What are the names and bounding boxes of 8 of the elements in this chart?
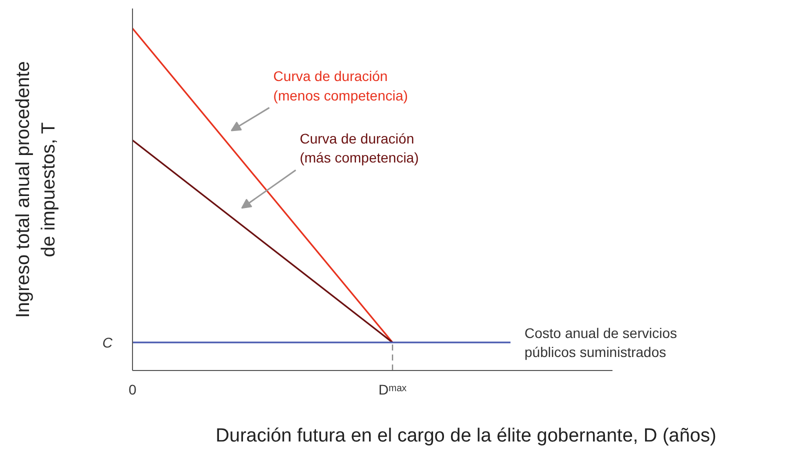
x-axis-title: Duración futura en el cargo de la élite gobernante, D (años) <box>216 426 716 446</box>
x-tick-label: Dᵐᵃˣ <box>378 382 407 398</box>
ref-line-label: Costo anual de servicios públicos suministrados <box>524 324 678 360</box>
text: Curva de duración (más competencia) <box>300 130 419 166</box>
text: C <box>102 334 114 350</box>
text: Curva de duración (menos competencia) <box>273 68 408 104</box>
y-axis-title: Ingreso total anual procedente de impuestos, T <box>13 61 60 318</box>
x-tick-label: 0 <box>128 382 137 398</box>
